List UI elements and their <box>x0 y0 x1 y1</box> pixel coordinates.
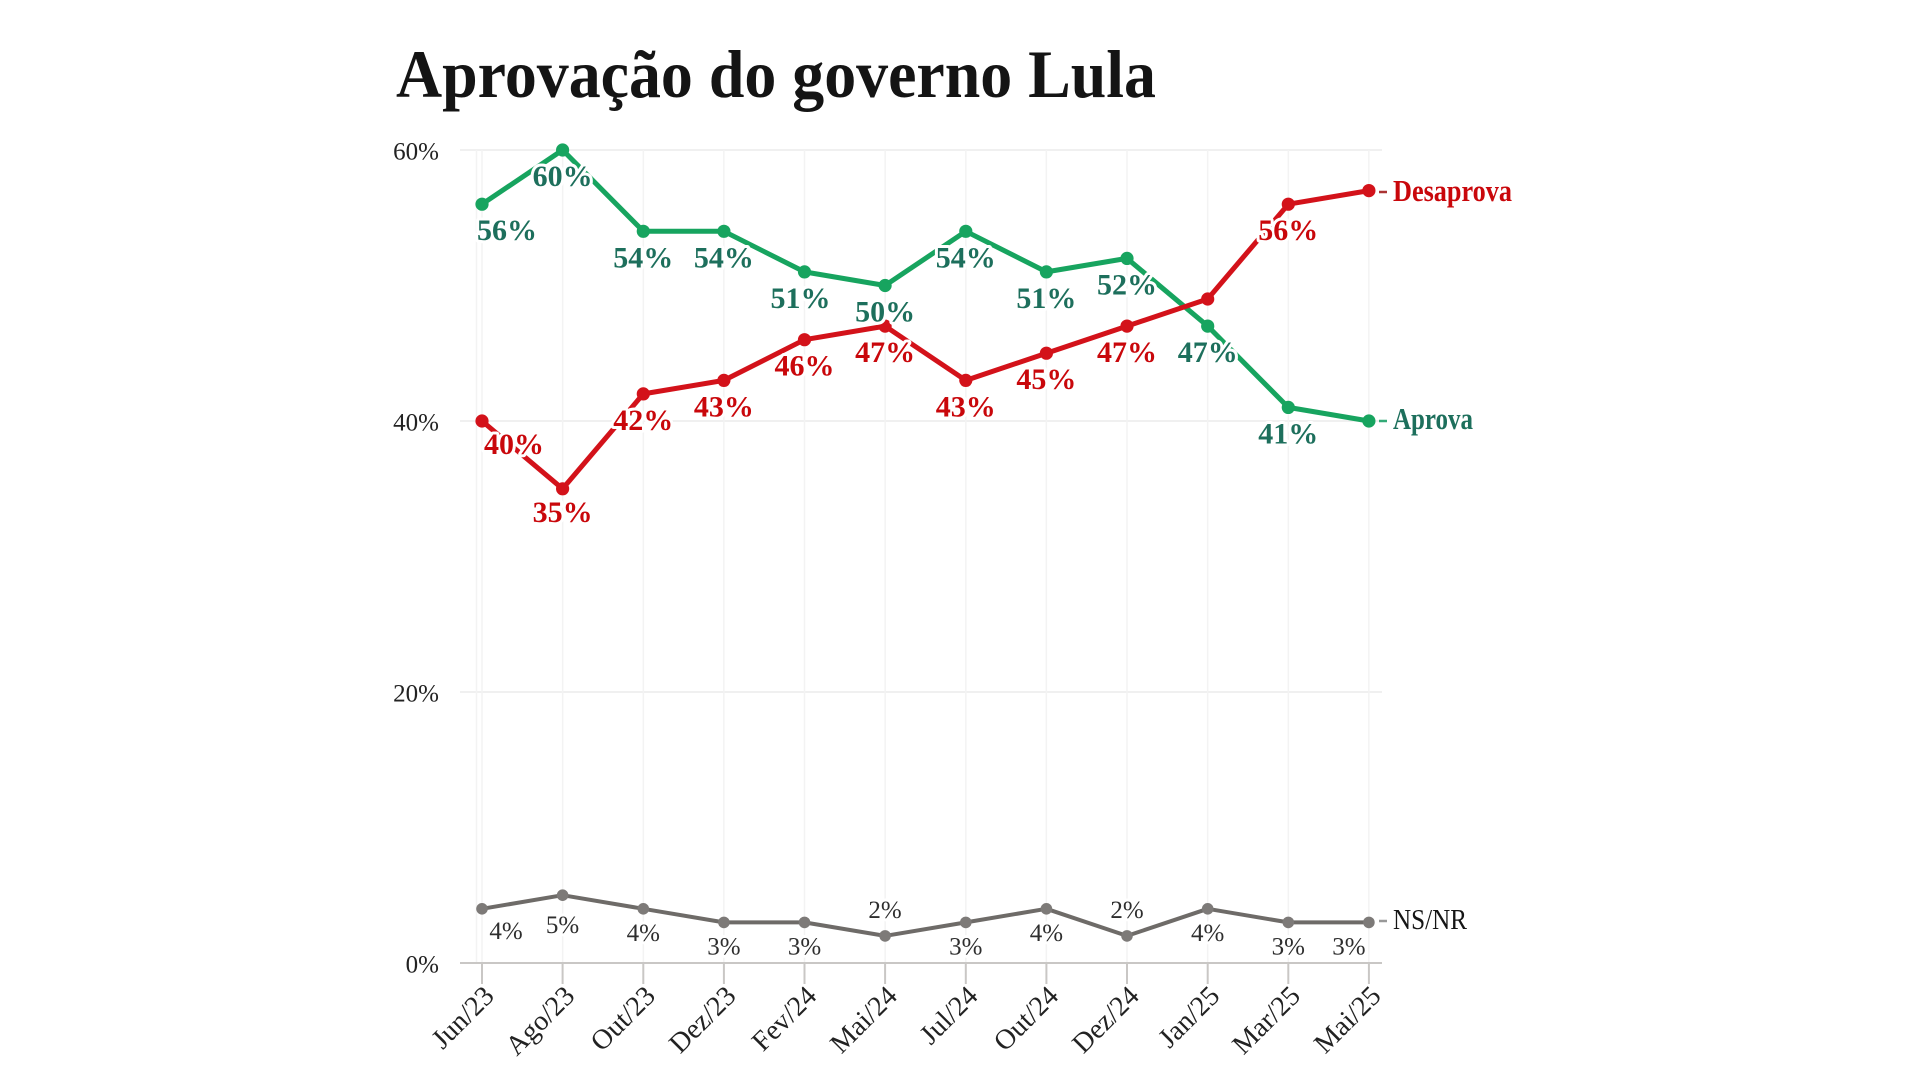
svg-text:4%: 4% <box>1030 920 1063 947</box>
svg-text:Aprovação do governo Lula: Aprovação do governo Lula <box>396 36 1156 112</box>
svg-text:40%: 40% <box>484 428 544 461</box>
svg-text:56%: 56% <box>1258 214 1318 247</box>
svg-text:3%: 3% <box>949 933 982 960</box>
svg-text:54%: 54% <box>694 241 754 274</box>
svg-text:54%: 54% <box>613 241 673 274</box>
svg-text:47%: 47% <box>1178 336 1238 369</box>
svg-text:47%: 47% <box>855 336 915 369</box>
svg-text:47%: 47% <box>1097 336 1157 369</box>
svg-text:60%: 60% <box>393 139 439 166</box>
svg-text:NS/NR: NS/NR <box>1393 905 1467 936</box>
svg-text:41%: 41% <box>1258 417 1318 450</box>
svg-text:Desaprova: Desaprova <box>1393 173 1512 208</box>
svg-text:2%: 2% <box>868 897 901 924</box>
svg-text:5%: 5% <box>546 912 579 939</box>
svg-text:43%: 43% <box>694 390 754 423</box>
svg-text:3%: 3% <box>1332 933 1365 960</box>
svg-text:60%: 60% <box>533 160 593 193</box>
svg-text:46%: 46% <box>775 350 835 383</box>
svg-text:40%: 40% <box>393 410 439 437</box>
svg-text:2%: 2% <box>1110 897 1143 924</box>
svg-text:52%: 52% <box>1097 268 1157 301</box>
svg-text:35%: 35% <box>533 496 593 529</box>
svg-text:3%: 3% <box>788 933 821 960</box>
svg-text:4%: 4% <box>1191 920 1224 947</box>
svg-text:20%: 20% <box>393 681 439 708</box>
svg-text:50%: 50% <box>855 296 915 329</box>
svg-text:Aprova: Aprova <box>1393 401 1473 436</box>
svg-text:54%: 54% <box>936 241 996 274</box>
svg-text:43%: 43% <box>936 390 996 423</box>
svg-text:3%: 3% <box>1272 933 1305 960</box>
svg-text:4%: 4% <box>627 920 660 947</box>
svg-text:0%: 0% <box>406 952 439 979</box>
svg-text:42%: 42% <box>613 404 673 437</box>
svg-text:3%: 3% <box>707 933 740 960</box>
svg-text:45%: 45% <box>1016 363 1076 396</box>
svg-text:4%: 4% <box>489 918 522 945</box>
svg-text:51%: 51% <box>771 282 831 315</box>
svg-text:56%: 56% <box>477 214 537 247</box>
svg-text:51%: 51% <box>1016 282 1076 315</box>
